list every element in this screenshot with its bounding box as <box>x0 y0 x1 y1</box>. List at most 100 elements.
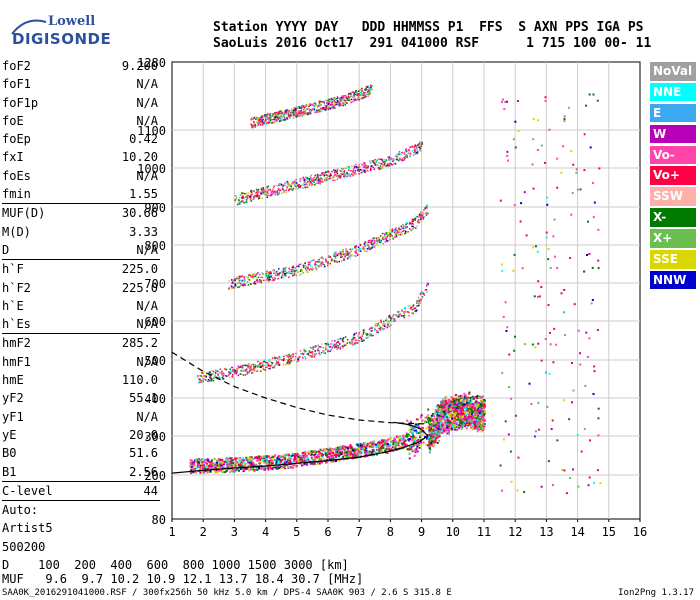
echo-point <box>269 459 272 462</box>
echo-point <box>437 404 440 407</box>
param-note: 500200 <box>2 539 46 554</box>
echo-point <box>428 425 431 428</box>
echo-point <box>478 421 481 424</box>
echo-point <box>411 450 414 453</box>
echo-point <box>478 407 481 410</box>
echo-point <box>480 424 483 427</box>
echo-point <box>457 407 460 410</box>
echo-point <box>260 188 263 191</box>
echo-point <box>302 176 305 179</box>
echo-point <box>409 307 411 309</box>
echo-point <box>271 190 274 192</box>
echo-point <box>303 179 305 182</box>
echo-point <box>448 428 451 431</box>
echo-point <box>309 346 312 349</box>
echo-point <box>330 174 332 177</box>
echo-point <box>445 402 448 405</box>
echo-point <box>243 283 245 285</box>
echo-point <box>290 355 292 357</box>
echo-point <box>392 157 395 160</box>
param-row: foF1 N/A <box>2 75 160 93</box>
echo-point <box>274 459 277 462</box>
echo-point <box>259 370 262 372</box>
echo-point <box>451 425 454 428</box>
echo-point <box>294 181 296 184</box>
echo-point <box>420 414 423 417</box>
echo-point <box>409 420 412 423</box>
echo-point <box>274 466 277 469</box>
echo-point <box>425 285 428 287</box>
echo-point <box>258 462 261 465</box>
echo-point <box>456 424 459 427</box>
echo-point <box>299 263 301 266</box>
echo-point <box>326 461 329 464</box>
echo-point <box>237 463 240 466</box>
param-label: B1 <box>2 464 17 479</box>
echo-point <box>444 418 447 421</box>
echo-point <box>288 353 290 356</box>
echo-point <box>217 374 219 376</box>
echo-point <box>238 459 241 462</box>
param-value: N/A <box>136 354 158 369</box>
echo-point <box>279 459 282 462</box>
echo-point <box>293 460 296 463</box>
echo-point <box>250 459 253 462</box>
echo-point <box>266 363 268 365</box>
echo-point <box>454 415 457 418</box>
echo-point <box>310 180 312 182</box>
echo-point <box>393 318 396 320</box>
echo-point <box>404 225 406 228</box>
echo-point <box>208 371 210 374</box>
echo-point <box>346 249 349 252</box>
echo-point <box>300 184 302 187</box>
echo-point <box>437 422 440 425</box>
echo-point <box>296 265 298 268</box>
echo-point <box>400 445 403 448</box>
echo-point <box>325 178 328 180</box>
echo-point <box>254 195 257 197</box>
echo-point <box>383 442 386 445</box>
echo-point <box>339 251 341 253</box>
echo-point <box>232 286 235 288</box>
echo-point <box>393 320 395 323</box>
echo-point <box>419 430 422 433</box>
echo-point <box>333 346 336 348</box>
echo-point <box>458 415 461 418</box>
echo-point <box>264 187 267 189</box>
echo-point <box>247 194 249 197</box>
echo-point <box>249 369 252 372</box>
echo-point <box>253 280 256 283</box>
echo-point <box>279 456 282 459</box>
echo-point <box>246 276 248 278</box>
echo-point <box>473 426 476 429</box>
echo-point <box>334 257 337 259</box>
echo-point <box>312 267 315 270</box>
echo-point <box>405 148 408 150</box>
echo-point <box>334 172 336 175</box>
echo-point <box>244 467 247 470</box>
echo-point <box>314 261 317 264</box>
echo-point <box>201 375 203 378</box>
echo-point <box>281 462 284 465</box>
echo-point <box>386 451 389 454</box>
echo-point <box>304 261 307 264</box>
echo-point <box>274 463 277 466</box>
echo-point <box>296 183 298 185</box>
echo-point <box>345 167 347 170</box>
echo-point <box>333 454 336 457</box>
echo-point <box>325 348 327 351</box>
echo-point <box>463 397 466 400</box>
echo-point <box>339 175 341 177</box>
echo-point <box>195 460 198 463</box>
echo-point <box>200 375 202 377</box>
echo-point <box>317 178 320 181</box>
echo-point <box>479 410 482 413</box>
echo-point <box>362 447 365 450</box>
echo-point <box>368 334 371 337</box>
echo-point <box>286 180 289 183</box>
echo-point <box>333 460 336 463</box>
echo-point <box>348 252 351 254</box>
echo-point <box>325 344 328 346</box>
echo-point <box>452 407 455 410</box>
echo-point <box>315 267 317 269</box>
